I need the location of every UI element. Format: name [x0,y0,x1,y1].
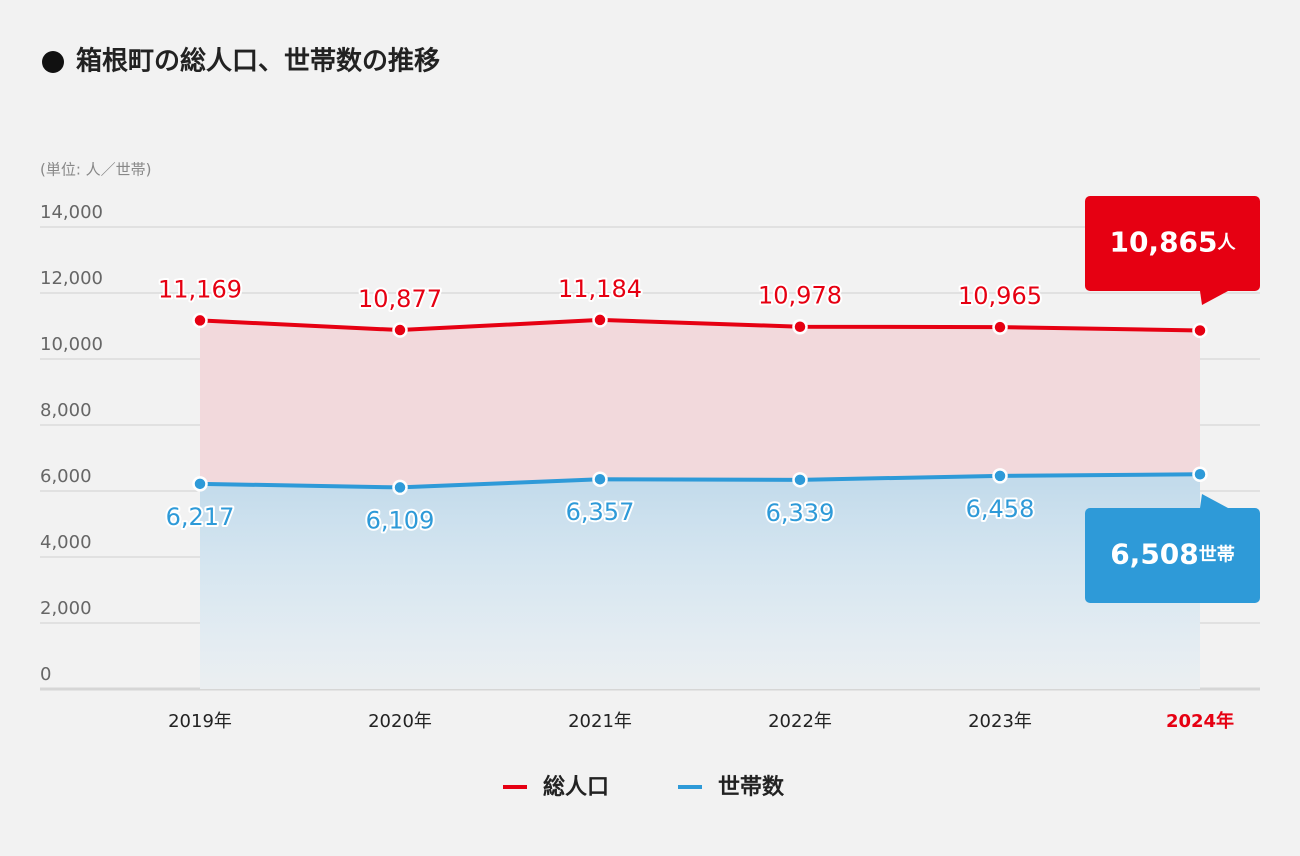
y-tick-label: 4,000 [40,532,92,553]
y-tick-label: 6,000 [40,466,92,487]
y-tick-label: 12,000 [40,268,103,289]
x-tick-label: 2024年 [1166,710,1234,732]
y-tick-label: 2,000 [40,598,92,619]
callout: 6,508世帯 [1085,494,1260,603]
callout-value: 6,508 [1110,538,1199,571]
x-tick-label: 2019年 [168,711,232,732]
value-label: 6,357 [566,498,635,526]
chart-title: 箱根町の総人口、世帯数の推移 [76,46,440,77]
point [392,479,408,496]
x-tick-label: 2022年 [768,711,832,732]
point [1192,466,1208,482]
value-label: 6,458 [966,495,1035,523]
value-label: 6,109 [366,506,435,534]
title-bullet [42,51,64,73]
value-label: 10,965 [958,282,1042,310]
y-tick-label: 8,000 [40,400,92,421]
unit-label: (単位: 人／世帯) [40,161,152,179]
area-fade [200,483,1200,689]
line [199,472,1201,490]
point [592,471,608,487]
callout-pointer [1200,494,1228,508]
point [792,318,808,335]
point [592,312,608,328]
point [992,468,1008,484]
point [1192,322,1208,339]
point [192,312,208,329]
value-label: 10,978 [758,282,842,310]
point [792,472,808,488]
callout-unit: 人 [1218,233,1237,254]
x-tick-label: 2021年 [568,711,632,732]
callout: 10,865人 [1085,196,1260,305]
point [392,322,408,338]
line [199,317,1201,333]
legend-label: 総人口 [543,774,609,800]
callout-unit: 世帯 [1199,544,1235,566]
value-label: 6,339 [766,499,835,527]
value-label: 10,877 [358,285,442,313]
x-tick-label: 2023年 [968,711,1032,732]
callout-box [1085,196,1260,291]
callout-label: 6,508世帯 [1110,538,1235,571]
y-tick-label: 14,000 [40,202,103,223]
y-tick-label: 0 [40,664,51,685]
callout-pointer [1200,291,1228,305]
callout-label: 10,865人 [1109,226,1236,259]
value-label: 11,169 [158,275,242,303]
point [192,476,208,492]
y-tick-label: 10,000 [40,334,103,355]
callout-box [1085,508,1260,603]
point [992,319,1008,335]
value-label: 6,217 [166,503,235,531]
legend-label: 世帯数 [718,774,785,800]
callout-value: 10,865 [1109,226,1217,259]
value-label: 11,184 [558,275,642,303]
x-tick-label: 2020年 [368,711,432,732]
